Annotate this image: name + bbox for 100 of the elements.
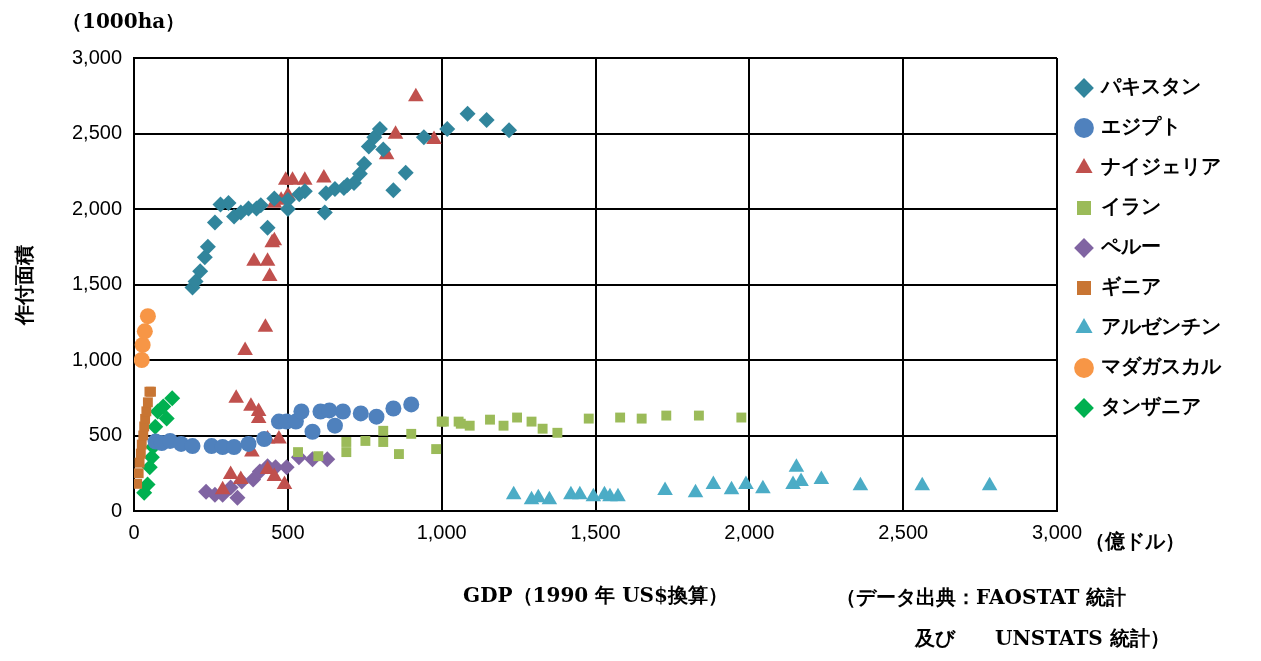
point	[228, 389, 244, 403]
point	[378, 437, 389, 447]
legend-label: タンザニア	[1101, 394, 1201, 419]
point	[693, 410, 704, 421]
point	[636, 413, 647, 424]
point	[352, 405, 369, 422]
point	[501, 122, 518, 139]
point	[136, 323, 153, 340]
point	[360, 435, 371, 446]
x-tick-label: 500	[271, 520, 305, 543]
point	[541, 490, 558, 505]
point	[313, 451, 324, 462]
point	[293, 447, 303, 458]
y-tick-label: 0	[110, 498, 123, 521]
point	[498, 420, 509, 431]
point	[141, 406, 152, 417]
point	[222, 465, 239, 479]
point	[135, 448, 146, 459]
point	[360, 138, 377, 155]
x-tick-label: 1,000	[416, 520, 467, 543]
legend-label: ギニア	[1101, 274, 1161, 299]
point	[738, 475, 754, 490]
point	[266, 190, 283, 207]
point	[134, 478, 143, 489]
x-tick-label: 3,000	[1031, 520, 1083, 543]
point	[661, 410, 672, 421]
x-tick-label: 0	[128, 520, 140, 543]
point	[371, 121, 388, 138]
y-tick-label: 500	[88, 423, 123, 446]
legend-label: マダガスカル	[1101, 354, 1222, 379]
point	[813, 470, 830, 485]
point	[572, 485, 588, 500]
point	[657, 481, 673, 496]
point	[583, 413, 594, 424]
point	[138, 430, 149, 441]
point	[552, 427, 563, 438]
point	[485, 414, 495, 425]
point	[271, 429, 287, 444]
x-tick-label: 2,000	[724, 520, 775, 543]
point	[464, 420, 475, 431]
point	[164, 390, 181, 407]
point	[158, 410, 175, 427]
point	[266, 467, 283, 482]
point	[155, 398, 172, 415]
point	[334, 403, 351, 420]
x-tick-label: 1,500	[570, 520, 621, 543]
text: （億ドル）	[1085, 528, 1185, 555]
point	[192, 263, 209, 280]
point	[134, 457, 145, 468]
point	[393, 449, 404, 460]
point	[852, 476, 869, 491]
point	[788, 458, 805, 472]
point	[981, 476, 998, 491]
point	[705, 475, 722, 490]
point	[687, 483, 704, 498]
point	[615, 412, 626, 423]
point	[233, 470, 249, 485]
point	[134, 336, 151, 353]
point	[341, 447, 352, 458]
point	[134, 468, 144, 479]
y-tick-label: 2,000	[71, 196, 123, 219]
point	[526, 416, 537, 427]
point	[356, 155, 373, 172]
point	[914, 476, 931, 491]
legend-label: パキスタン	[1100, 74, 1201, 99]
point	[512, 412, 523, 423]
point	[226, 438, 243, 455]
legend-label: エジプト	[1101, 114, 1181, 139]
text: （データ出典：FAOSTAT 統計	[836, 584, 1127, 611]
point	[585, 487, 602, 502]
y-axis-title: 作付面積	[12, 244, 37, 326]
point	[431, 444, 442, 455]
point	[385, 400, 402, 417]
point	[375, 141, 392, 158]
point	[134, 352, 150, 368]
point	[368, 408, 385, 425]
point	[206, 214, 223, 231]
point	[378, 425, 389, 436]
point	[229, 489, 246, 506]
point	[610, 487, 626, 502]
legend-label: アルゼンチン	[1101, 314, 1221, 339]
point	[505, 485, 522, 500]
point	[736, 412, 747, 423]
point	[755, 479, 771, 494]
y-tick-label: 1,000	[71, 347, 123, 370]
point	[147, 418, 164, 435]
text: （1000ha）	[62, 8, 186, 35]
point	[214, 480, 231, 495]
legend-label: ペルー	[1100, 234, 1161, 259]
point	[199, 238, 216, 255]
point	[439, 121, 456, 138]
y-tick-label: 3,000	[71, 45, 123, 68]
point	[196, 249, 213, 266]
text: 及び UNSTATS 統計）	[915, 625, 1170, 652]
point	[304, 423, 321, 440]
y-tick-label: 1,500	[71, 272, 123, 295]
point	[406, 428, 417, 439]
point	[403, 396, 420, 413]
legend-label: イラン	[1101, 194, 1161, 219]
point	[415, 129, 432, 146]
